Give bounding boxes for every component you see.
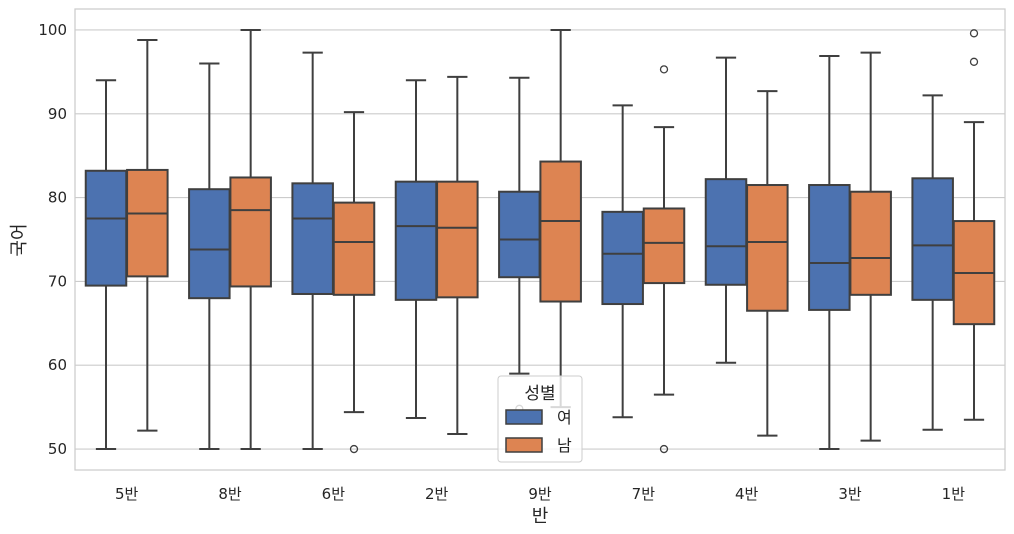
x-tick-label: 2반 (425, 485, 449, 503)
box-남-3반 (849, 51, 892, 442)
y-tick-label: 90 (48, 105, 67, 123)
y-axis-label: 국어 (9, 223, 30, 256)
box-남-1반 (952, 29, 996, 421)
box-남-4반 (746, 90, 789, 437)
y-tick-label: 50 (48, 440, 67, 458)
legend-swatch-female (505, 409, 543, 425)
iqr-box (849, 190, 892, 296)
box-여-8반 (188, 62, 231, 451)
box-남-6반 (332, 111, 376, 454)
legend-label-female: 여 (557, 408, 572, 427)
iqr-box (808, 184, 851, 311)
box-여-3반 (808, 54, 851, 451)
iqr-box (911, 177, 954, 301)
outlier-point (969, 29, 979, 38)
y-tick-label: 80 (48, 189, 67, 207)
plot-frame (74, 8, 1006, 471)
outlier-point (659, 444, 669, 454)
x-tick-label: 6반 (322, 485, 346, 503)
iqr-box (436, 180, 479, 299)
iqr-box (394, 180, 438, 301)
y-tick-label: 60 (48, 356, 67, 374)
x-tick-label: 8반 (218, 485, 242, 503)
box-남-7반 (642, 65, 686, 454)
box-남-9반 (539, 28, 582, 409)
iqr-box (601, 210, 644, 306)
iqr-box (126, 168, 169, 278)
iqr-box (746, 184, 789, 312)
box-남-2반 (436, 75, 479, 435)
legend-label-male: 남 (557, 436, 572, 455)
iqr-box (332, 201, 376, 296)
box-여-7반 (601, 104, 644, 419)
iqr-box (291, 182, 334, 295)
x-tick-label: 3반 (838, 485, 862, 503)
y-tick-labels: 50 60 70 80 90 100 (38, 21, 67, 458)
x-tick-label: 9반 (528, 485, 552, 503)
x-tick-label: 1반 (942, 485, 966, 503)
legend-swatch-male (505, 437, 543, 453)
legend: 성별 여 남 (497, 375, 583, 463)
x-axis-label: 반 (532, 506, 549, 527)
x-tick-label: 7반 (632, 485, 656, 503)
box-여-4반 (704, 56, 748, 364)
box-여-9반 (498, 76, 541, 413)
box-남-8반 (229, 28, 272, 451)
outlier-point (659, 65, 669, 74)
iqr-box (84, 169, 128, 287)
iqr-box (188, 188, 231, 300)
y-tick-label: 70 (48, 272, 67, 290)
legend-title: 성별 (524, 384, 555, 404)
box-여-2반 (394, 79, 438, 420)
outlier-point (969, 57, 979, 66)
box-여-1반 (911, 94, 954, 431)
x-tick-label: 4반 (735, 485, 759, 503)
box-남-5반 (126, 39, 169, 432)
y-tick-label: 100 (38, 21, 67, 39)
box-여-6반 (291, 51, 334, 451)
x-tick-label: 5반 (115, 485, 139, 503)
iqr-box (704, 178, 748, 286)
iqr-box (642, 207, 686, 285)
outlier-point (349, 444, 359, 454)
iqr-box (539, 160, 582, 303)
iqr-box (229, 176, 272, 288)
box-series (84, 28, 996, 454)
iqr-box (498, 190, 541, 279)
x-tick-labels: 5반 8반 6반 2반 9반 7반 4반 3반 1반 (115, 485, 965, 503)
